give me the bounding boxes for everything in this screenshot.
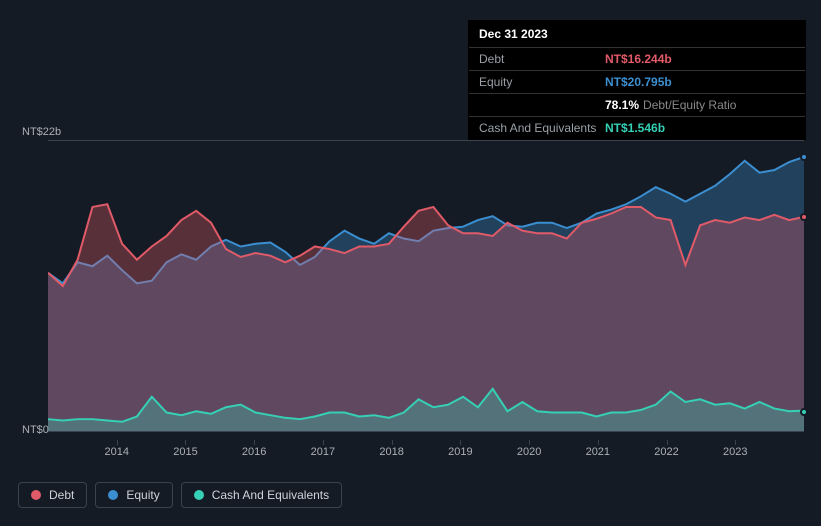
plot-area: [48, 140, 804, 432]
chart-container: Dec 31 2023 DebtNT$16.244bEquityNT$20.79…: [0, 0, 821, 526]
tooltip-row-label: Debt: [479, 52, 605, 66]
legend-item-equity[interactable]: Equity: [95, 482, 172, 508]
series-end-marker: [800, 213, 808, 221]
legend-dot-icon: [194, 490, 204, 500]
tooltip-row-value: 78.1%Debt/Equity Ratio: [605, 98, 736, 112]
x-tick-label: 2022: [654, 446, 678, 458]
y-axis-label-bottom: NT$0: [22, 424, 49, 436]
tooltip-row-label: [479, 98, 605, 112]
x-tick-label: 2023: [723, 446, 747, 458]
x-tick-line: [254, 440, 255, 445]
series-end-marker: [800, 408, 808, 416]
x-tick-line: [667, 440, 668, 445]
x-tick-label: 2016: [242, 446, 266, 458]
tooltip-row-value: NT$20.795b: [605, 75, 672, 89]
tooltip-row: Cash And EquivalentsNT$1.546b: [469, 117, 805, 139]
x-tick-label: 2018: [379, 446, 403, 458]
tooltip-row-value: NT$1.546b: [605, 121, 665, 135]
tooltip-date: Dec 31 2023: [469, 21, 805, 48]
legend-item-debt[interactable]: Debt: [18, 482, 87, 508]
x-tick-label: 2017: [311, 446, 335, 458]
x-tick-line: [117, 440, 118, 445]
legend-label: Cash And Equivalents: [212, 488, 329, 502]
legend-label: Debt: [49, 488, 74, 502]
x-tick-line: [185, 440, 186, 445]
x-tick-line: [323, 440, 324, 445]
x-tick-label: 2021: [586, 446, 610, 458]
legend-dot-icon: [31, 490, 41, 500]
legend-item-cash-and-equivalents[interactable]: Cash And Equivalents: [181, 482, 342, 508]
x-tick-line: [735, 440, 736, 445]
chart-svg: [48, 141, 804, 431]
tooltip-row: DebtNT$16.244b: [469, 48, 805, 71]
x-tick-line: [460, 440, 461, 445]
x-tick-line: [529, 440, 530, 445]
tooltip-row-label: Equity: [479, 75, 605, 89]
series-end-marker: [800, 153, 808, 161]
x-axis: 2014 2015 2016 2017 2018 2019 2020 2021 2022 2023: [48, 440, 804, 460]
x-tick-label: 2015: [173, 446, 197, 458]
tooltip-row: EquityNT$20.795b: [469, 71, 805, 94]
x-tick-label: 2014: [104, 446, 128, 458]
x-tick-line: [598, 440, 599, 445]
tooltip-row-value: NT$16.244b: [605, 52, 672, 66]
chart-tooltip: Dec 31 2023 DebtNT$16.244bEquityNT$20.79…: [468, 20, 806, 140]
tooltip-row-label: Cash And Equivalents: [479, 121, 605, 135]
legend-dot-icon: [108, 490, 118, 500]
x-tick-line: [392, 440, 393, 445]
x-tick-label: 2020: [517, 446, 541, 458]
x-tick-label: 2019: [448, 446, 472, 458]
legend: Debt Equity Cash And Equivalents: [18, 482, 342, 508]
legend-label: Equity: [126, 488, 159, 502]
tooltip-row: 78.1%Debt/Equity Ratio: [469, 94, 805, 117]
y-axis-label-top: NT$22b: [22, 126, 61, 138]
